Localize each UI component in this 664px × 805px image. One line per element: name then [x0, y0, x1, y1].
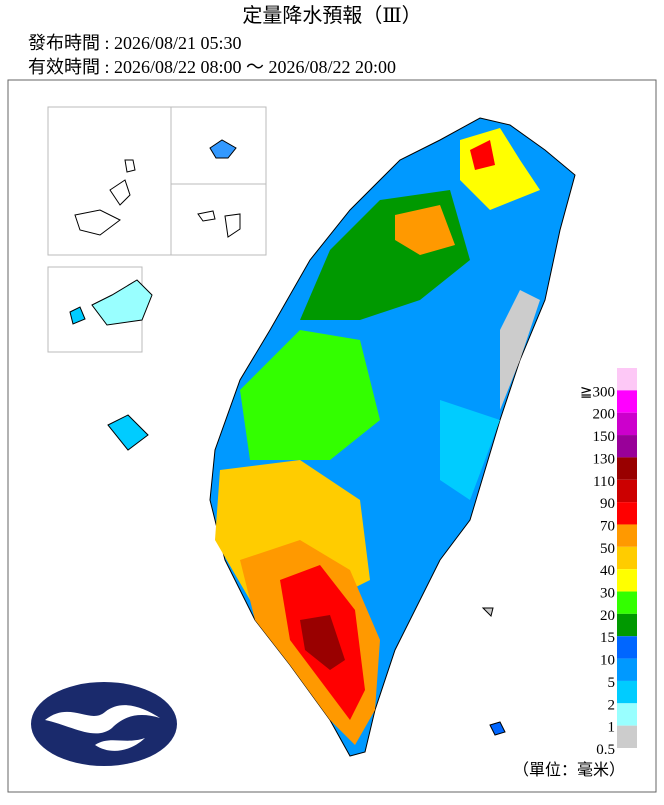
legend-swatch — [617, 658, 637, 681]
legend-swatch — [617, 725, 637, 748]
taiwan-rainfall — [209, 117, 576, 757]
legend-swatch — [617, 569, 637, 592]
issued-time: 發布時間 : 2026/08/21 05:30 — [28, 33, 242, 53]
legend-label: 30 — [600, 586, 615, 602]
legend-label: 5 — [608, 675, 616, 691]
legend-swatch — [617, 680, 637, 704]
logo — [31, 682, 177, 766]
islands — [69, 139, 506, 736]
legend-label: ≧300 — [580, 384, 615, 400]
legend-label: 150 — [593, 429, 616, 445]
legend-swatch — [617, 613, 637, 637]
title: 定量降水預報（Ⅲ） — [242, 4, 421, 27]
legend-label: 110 — [593, 474, 615, 490]
legend-label: 10 — [600, 653, 615, 669]
legend: ≧300 200 150 130 110 90 70 50 40 30 20 15 10 5 2 1 0.5 — [580, 368, 637, 758]
legend-swatch — [617, 457, 637, 480]
legend-label: 50 — [600, 541, 615, 557]
unit-label: （單位：毫米） — [513, 760, 625, 779]
legend-swatch — [617, 390, 637, 413]
legend-swatch — [617, 524, 637, 547]
legend-label: 90 — [600, 496, 615, 512]
legend-swatch — [617, 412, 637, 436]
legend-swatch — [617, 703, 637, 726]
legend-swatch — [617, 479, 637, 503]
legend-swatch — [617, 435, 637, 458]
legend-swatch — [617, 591, 637, 614]
legend-label: 2 — [608, 697, 616, 713]
valid-time: 有效時間 : 2026/08/22 08:00 ～ 2026/08/22 20:… — [28, 57, 396, 77]
legend-label: 0.5 — [596, 742, 615, 758]
legend-swatch — [617, 368, 637, 391]
legend-label: 200 — [593, 407, 616, 423]
legend-swatch — [617, 502, 637, 525]
legend-swatch — [617, 546, 637, 570]
legend-label: 40 — [600, 563, 615, 579]
legend-label: 15 — [600, 630, 615, 646]
legend-label: 70 — [600, 518, 615, 534]
legend-label: 130 — [593, 451, 616, 467]
legend-swatch — [617, 636, 637, 659]
legend-label: 1 — [608, 720, 616, 736]
legend-label: 20 — [600, 608, 615, 624]
